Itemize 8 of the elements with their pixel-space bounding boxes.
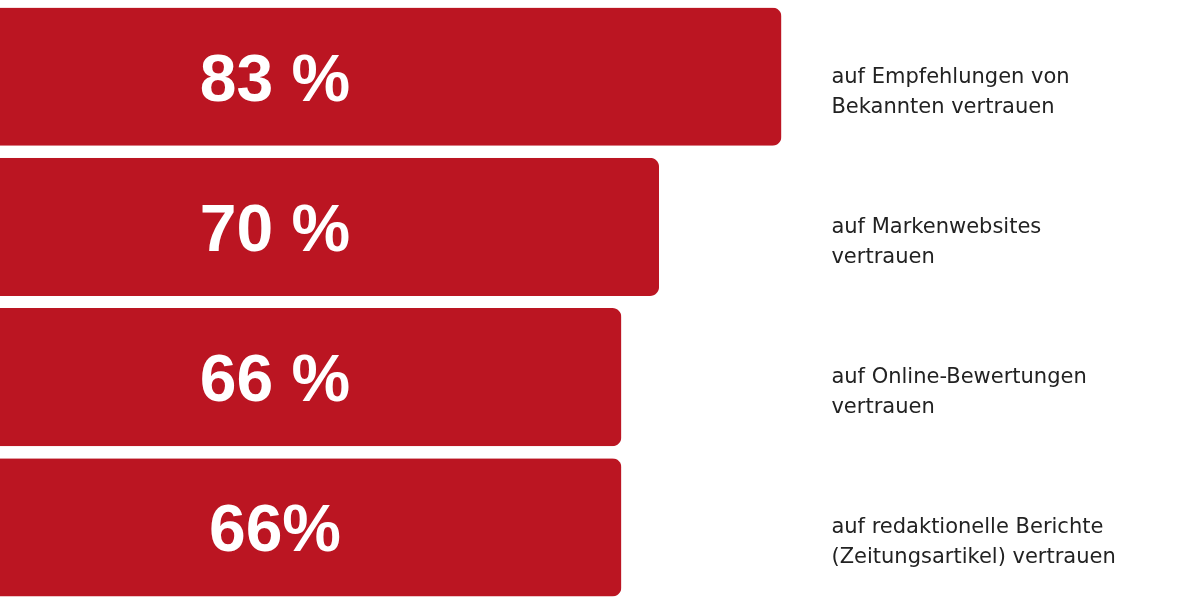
data-label: 83 % xyxy=(199,40,351,115)
y-tick-label: auf redaktionelle Berichte (Zeitungsartikel) vertrauen xyxy=(831,514,1116,569)
y-tick-label: auf Empfehlungen von Bekannten vertrauen xyxy=(831,63,1070,118)
y-tick-label: auf Markenwebsites vertrauen xyxy=(831,213,1042,268)
y-tick-label: auf Online-Bewertungen vertrauen xyxy=(831,364,1087,419)
data-label: 66% xyxy=(208,491,342,566)
data-label: 70 % xyxy=(199,190,351,265)
data-label: 66 % xyxy=(199,341,351,416)
